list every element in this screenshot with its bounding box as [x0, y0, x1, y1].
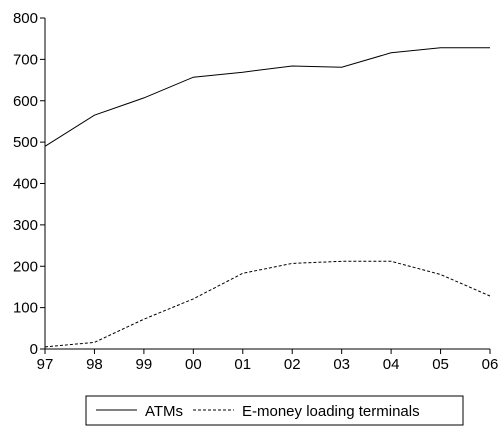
- x-tick-label: 04: [383, 356, 400, 373]
- x-tick-label: 99: [136, 356, 153, 373]
- x-tick-label: 00: [185, 356, 202, 373]
- y-axis-ticks: 0 100 200 300 400 500 600 700 800: [13, 10, 45, 358]
- chart-legend: ATMs E-money loading terminals: [85, 395, 464, 426]
- legend-box: [85, 395, 464, 426]
- series-line-e-money-terminals: [44, 260, 491, 348]
- x-tick-label: 06: [482, 356, 499, 373]
- series-line-atms: [44, 47, 490, 147]
- x-tick-label: 03: [333, 356, 350, 373]
- y-tick-label: 800: [13, 10, 38, 27]
- x-axis-ticks: 97 98 99 00 01 02 03 04 05 06: [37, 349, 499, 373]
- y-tick-label: 0: [30, 341, 38, 358]
- y-tick-label: 200: [13, 258, 38, 275]
- y-tick-label: 700: [13, 51, 38, 68]
- y-tick-label: 400: [13, 176, 38, 193]
- y-tick-label: 500: [13, 134, 38, 151]
- legend-label-atms: ATMs: [145, 403, 183, 420]
- x-tick-label: 01: [234, 356, 251, 373]
- y-tick-label: 300: [13, 217, 38, 234]
- chart-axes: [44, 18, 490, 350]
- x-tick-label: 05: [432, 356, 449, 373]
- x-tick-label: 02: [284, 356, 301, 373]
- x-tick-label: 98: [86, 356, 103, 373]
- y-tick-label: 100: [13, 300, 38, 317]
- x-tick-label: 97: [37, 356, 54, 373]
- series-layer: [44, 47, 491, 348]
- legend-label-e-money-terminals: E-money loading terminals: [242, 403, 420, 420]
- y-tick-label: 600: [13, 93, 38, 110]
